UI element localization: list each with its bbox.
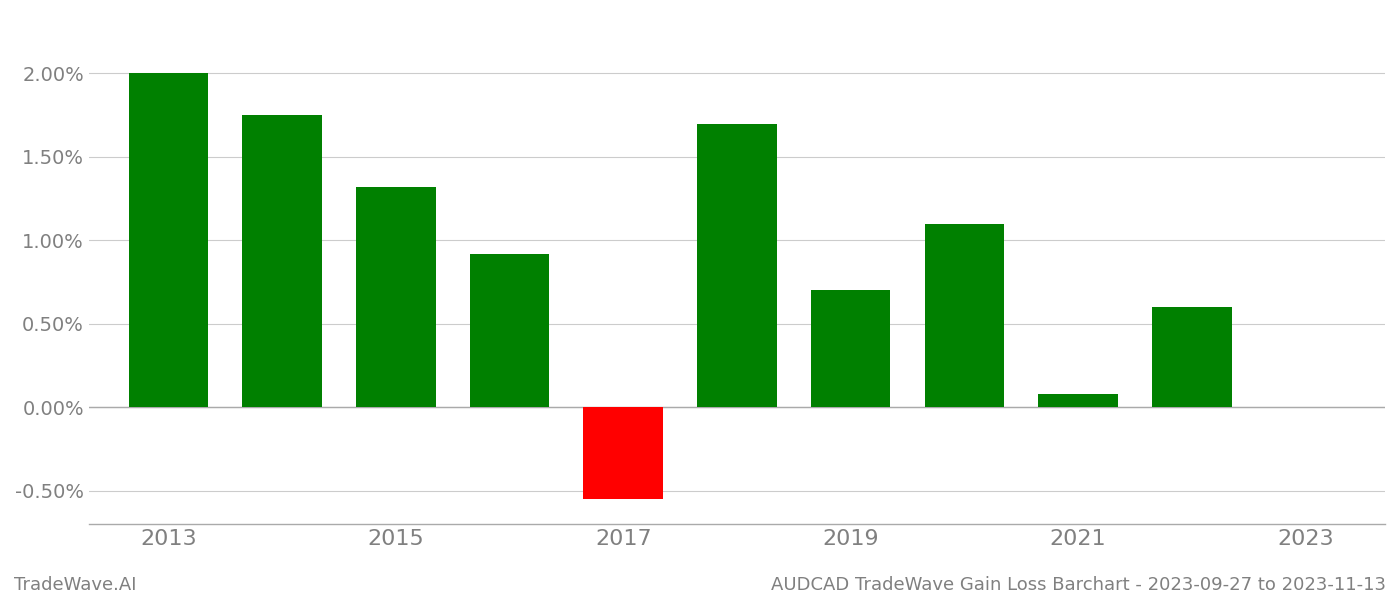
Bar bbox=[811, 290, 890, 407]
Bar bbox=[129, 73, 209, 407]
Bar bbox=[1152, 307, 1232, 407]
Bar bbox=[584, 407, 664, 499]
Bar bbox=[470, 254, 549, 407]
Bar bbox=[1039, 394, 1117, 407]
Text: TradeWave.AI: TradeWave.AI bbox=[14, 576, 137, 594]
Bar bbox=[924, 224, 1004, 407]
Bar bbox=[697, 124, 777, 407]
Bar bbox=[356, 187, 435, 407]
Text: AUDCAD TradeWave Gain Loss Barchart - 2023-09-27 to 2023-11-13: AUDCAD TradeWave Gain Loss Barchart - 20… bbox=[771, 576, 1386, 594]
Bar bbox=[242, 115, 322, 407]
